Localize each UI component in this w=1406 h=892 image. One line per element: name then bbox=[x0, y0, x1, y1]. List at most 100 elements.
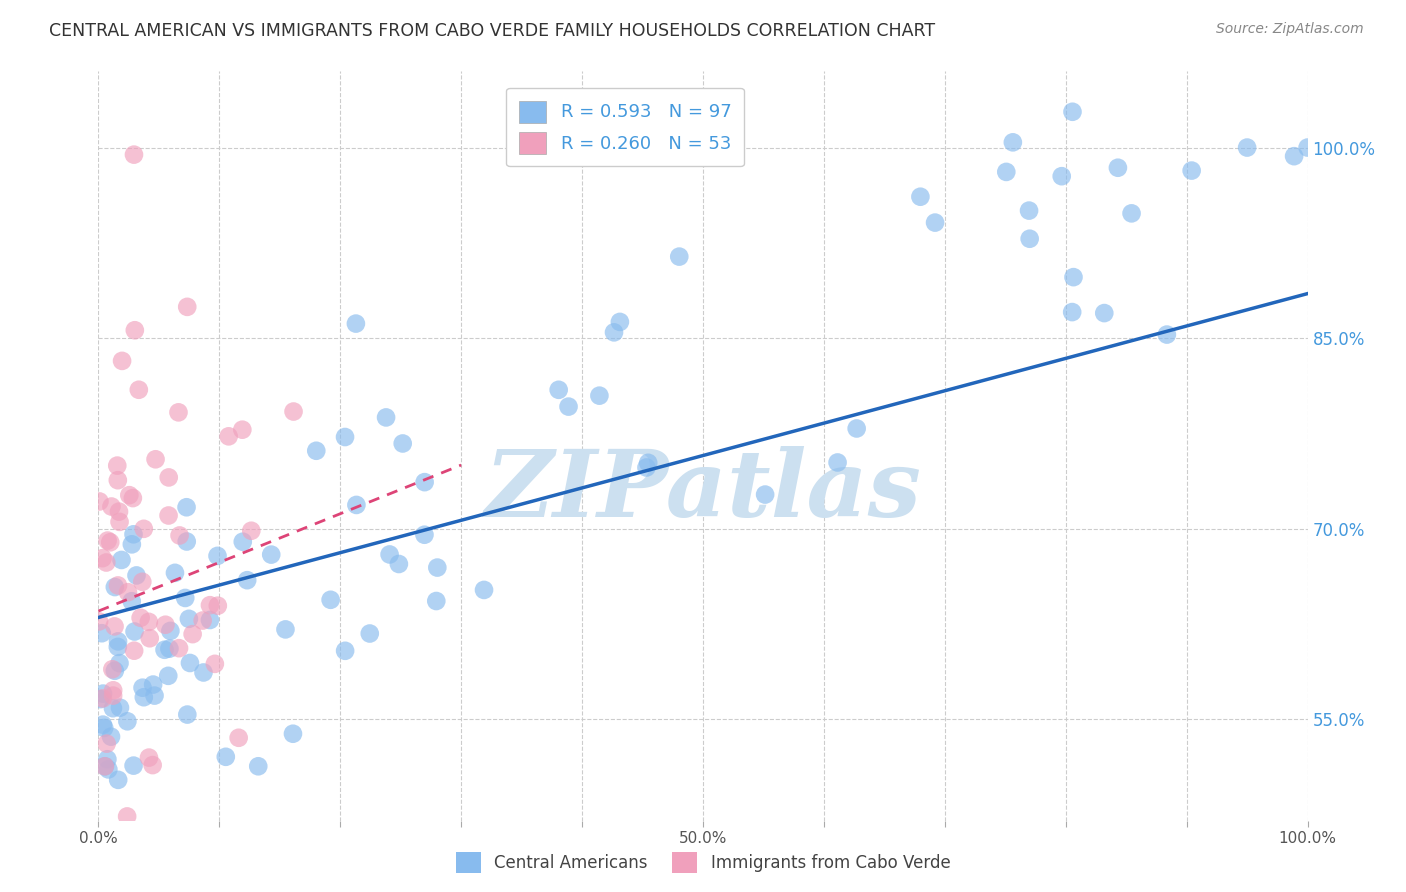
Point bbox=[104, 664, 127, 678]
Point bbox=[91, 691, 114, 706]
Point bbox=[924, 216, 946, 230]
Point bbox=[124, 624, 146, 639]
Point bbox=[138, 615, 160, 629]
Point bbox=[159, 624, 181, 638]
Point bbox=[236, 573, 259, 587]
Point bbox=[105, 458, 128, 473]
Point bbox=[153, 642, 176, 657]
Point bbox=[108, 515, 131, 529]
Point bbox=[132, 522, 155, 536]
Point bbox=[101, 689, 124, 703]
Point bbox=[274, 623, 297, 637]
Point bbox=[1001, 136, 1024, 150]
Point bbox=[110, 553, 132, 567]
Legend: Central Americans, Immigrants from Cabo Verde: Central Americans, Immigrants from Cabo … bbox=[449, 846, 957, 880]
Point bbox=[198, 598, 221, 612]
Point bbox=[413, 527, 436, 541]
Legend: R = 0.593   N = 97, R = 0.260   N = 53: R = 0.593 N = 97, R = 0.260 N = 53 bbox=[506, 88, 744, 166]
Point bbox=[1296, 140, 1319, 154]
Point bbox=[157, 470, 180, 484]
Point bbox=[845, 421, 868, 435]
Point bbox=[344, 498, 367, 512]
Point bbox=[547, 383, 569, 397]
Point bbox=[108, 505, 131, 519]
Point bbox=[97, 763, 120, 777]
Point bbox=[104, 580, 127, 594]
Text: ZIPatlas: ZIPatlas bbox=[485, 446, 921, 536]
Point bbox=[333, 430, 356, 444]
Point bbox=[145, 452, 167, 467]
Point bbox=[319, 592, 342, 607]
Point bbox=[96, 737, 118, 751]
Point bbox=[557, 400, 579, 414]
Point bbox=[101, 683, 124, 698]
Point bbox=[413, 475, 436, 490]
Point bbox=[100, 500, 122, 514]
Point bbox=[181, 627, 204, 641]
Point bbox=[124, 323, 146, 337]
Point bbox=[388, 557, 411, 571]
Point bbox=[1121, 206, 1143, 220]
Point bbox=[193, 665, 215, 680]
Point bbox=[240, 524, 263, 538]
Point bbox=[121, 491, 143, 505]
Point bbox=[1063, 270, 1085, 285]
Point bbox=[167, 641, 190, 656]
Point bbox=[96, 752, 118, 766]
Point bbox=[247, 759, 270, 773]
Point bbox=[333, 644, 356, 658]
Point bbox=[1018, 203, 1040, 218]
Point bbox=[425, 594, 447, 608]
Point bbox=[215, 749, 238, 764]
Point bbox=[87, 615, 110, 629]
Point bbox=[142, 677, 165, 691]
Point bbox=[228, 731, 250, 745]
Point bbox=[100, 730, 122, 744]
Point bbox=[111, 354, 134, 368]
Point bbox=[218, 429, 240, 443]
Point bbox=[91, 717, 114, 731]
Point bbox=[131, 574, 153, 589]
Point bbox=[1062, 305, 1084, 319]
Point bbox=[204, 657, 226, 671]
Point bbox=[157, 669, 180, 683]
Point bbox=[603, 326, 626, 340]
Point bbox=[129, 611, 152, 625]
Point bbox=[910, 190, 932, 204]
Point bbox=[375, 410, 398, 425]
Point bbox=[174, 591, 197, 605]
Point bbox=[305, 443, 328, 458]
Point bbox=[1282, 149, 1305, 163]
Point bbox=[142, 758, 165, 772]
Point bbox=[117, 585, 139, 599]
Point bbox=[138, 750, 160, 764]
Point bbox=[426, 560, 449, 574]
Point bbox=[1156, 327, 1178, 342]
Point bbox=[107, 772, 129, 787]
Point bbox=[260, 548, 283, 562]
Point bbox=[283, 404, 305, 418]
Point bbox=[89, 494, 111, 508]
Point bbox=[827, 455, 849, 469]
Point bbox=[472, 582, 495, 597]
Point bbox=[115, 809, 138, 823]
Point bbox=[107, 634, 129, 648]
Point bbox=[97, 533, 120, 548]
Point bbox=[637, 456, 659, 470]
Point bbox=[155, 617, 177, 632]
Point bbox=[107, 640, 129, 654]
Point bbox=[91, 687, 114, 701]
Point bbox=[163, 566, 186, 580]
Point bbox=[122, 643, 145, 657]
Point bbox=[96, 556, 118, 570]
Point bbox=[143, 689, 166, 703]
Point bbox=[176, 500, 198, 515]
Point bbox=[101, 701, 124, 715]
Point bbox=[636, 460, 658, 475]
Point bbox=[359, 626, 381, 640]
Point bbox=[281, 727, 304, 741]
Point bbox=[132, 690, 155, 705]
Point bbox=[167, 405, 190, 419]
Text: Source: ZipAtlas.com: Source: ZipAtlas.com bbox=[1216, 22, 1364, 37]
Point bbox=[117, 714, 139, 729]
